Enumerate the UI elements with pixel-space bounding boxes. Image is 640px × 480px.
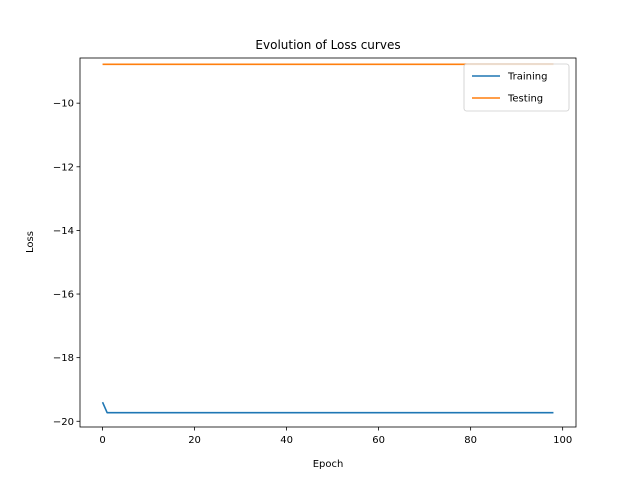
x-tick-label: 100 <box>553 435 572 446</box>
y-tick-label: −16 <box>53 290 74 301</box>
x-tick-label: 60 <box>372 435 385 446</box>
legend-label-testing: Testing <box>507 94 543 105</box>
chart-title: Evolution of Loss curves <box>255 38 400 52</box>
y-tick-label: −20 <box>53 417 74 428</box>
y-tick-label: −14 <box>53 226 74 237</box>
x-tick-label: 0 <box>99 435 105 446</box>
legend: Training Testing <box>463 63 570 112</box>
y-axis-label: Loss <box>25 231 36 253</box>
x-tick-label: 40 <box>280 435 293 446</box>
legend-label-training: Training <box>507 72 547 83</box>
y-axis: −20 −18 −16 −14 −12 −10 <box>53 99 80 428</box>
y-tick-label: −12 <box>53 162 74 173</box>
x-axis: 0 20 40 60 80 100 <box>99 427 572 446</box>
y-tick-label: −18 <box>53 353 74 364</box>
plot-frame <box>79 57 577 428</box>
x-axis-label: Epoch <box>313 459 344 470</box>
x-tick-label: 80 <box>464 435 477 446</box>
series-line-training <box>101 401 554 414</box>
y-tick-label: −10 <box>53 99 74 110</box>
x-tick-label: 20 <box>188 435 201 446</box>
